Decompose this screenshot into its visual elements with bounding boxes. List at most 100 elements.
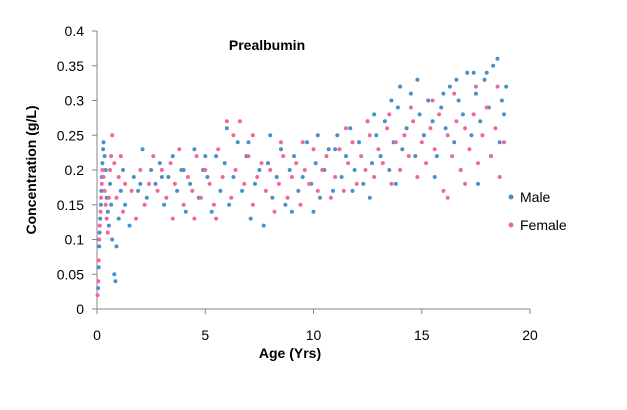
female-data-point — [476, 161, 480, 166]
female-data-point — [109, 154, 114, 159]
female-data-point — [372, 175, 377, 179]
male-data-point — [274, 175, 279, 179]
female-data-point — [393, 140, 398, 145]
male-data-point — [114, 244, 119, 249]
female-data-point — [121, 209, 125, 214]
female-data-point — [198, 195, 203, 200]
female-data-point — [281, 154, 286, 159]
female-data-point — [354, 181, 359, 186]
male-data-point — [476, 181, 480, 186]
male-data-point — [246, 140, 251, 145]
female-data-point — [259, 161, 264, 166]
female-data-point — [350, 140, 355, 145]
female-data-point — [116, 175, 121, 179]
female-data-point — [315, 188, 320, 193]
male-data-point — [99, 188, 104, 193]
female-data-point — [437, 112, 442, 117]
female-data-point — [484, 105, 489, 110]
female-data-point — [237, 119, 242, 124]
female-data-point — [493, 126, 498, 131]
male-data-point — [222, 161, 227, 166]
male-data-point — [108, 181, 112, 186]
female-data-point — [463, 181, 468, 186]
female-data-point — [359, 154, 364, 159]
male-data-point — [131, 175, 136, 179]
female-data-point — [104, 216, 109, 221]
female-data-point — [300, 140, 305, 145]
male-data-point — [339, 175, 344, 179]
male-data-point — [235, 140, 240, 145]
male-data-point — [283, 202, 288, 207]
male-data-point — [98, 202, 103, 207]
male-data-point — [101, 140, 106, 145]
male-data-point — [432, 175, 437, 179]
male-data-point — [335, 133, 340, 138]
female-data-point — [96, 279, 101, 284]
ticks: 0 0.05 0.1 0.15 0.2 0.25 0.3 0.35 0.4 0 5 10 15 20 — [57, 23, 538, 343]
female-data-point — [380, 161, 385, 166]
female-data-point — [134, 216, 138, 221]
male-data-point — [434, 154, 439, 159]
data-points — [95, 56, 509, 298]
female-data-point — [263, 188, 268, 193]
female-data-point — [294, 161, 299, 166]
male-legend-marker — [508, 194, 514, 200]
male-data-point — [404, 126, 409, 131]
female-data-point — [285, 195, 290, 200]
female-data-point — [224, 119, 229, 124]
female-data-point — [415, 175, 420, 179]
male-data-point — [248, 216, 253, 221]
female-data-point — [324, 154, 329, 159]
female-data-point — [489, 154, 493, 159]
male-data-point — [504, 84, 509, 89]
female-data-point — [463, 126, 468, 131]
male-data-point — [105, 209, 110, 214]
male-data-point — [127, 223, 132, 228]
male-data-point — [447, 84, 452, 89]
female-data-point — [142, 202, 147, 207]
female-data-point — [102, 188, 107, 193]
male-data-point — [270, 195, 275, 200]
female-data-point — [164, 195, 169, 200]
female-data-point — [103, 202, 108, 207]
male-data-point — [413, 154, 418, 159]
female-data-point — [231, 133, 236, 138]
female-data-point — [480, 133, 485, 138]
female-data-point — [341, 188, 346, 193]
male-data-point — [102, 154, 107, 159]
male-data-point — [100, 161, 105, 166]
female-data-point — [190, 188, 195, 193]
x-tick-label: 15 — [414, 327, 430, 343]
male-data-point — [289, 209, 294, 214]
male-data-point — [315, 133, 320, 138]
male-data-point — [348, 126, 353, 131]
female-data-point — [268, 168, 273, 172]
male-data-point — [482, 77, 487, 82]
female-data-point — [367, 133, 372, 138]
female-data-point — [214, 216, 219, 221]
male-data-point — [471, 70, 476, 75]
female-data-point — [138, 168, 143, 172]
x-tick-label: 10 — [306, 327, 322, 343]
female-data-point — [99, 181, 104, 186]
female-data-point — [177, 147, 182, 152]
female-data-point — [185, 175, 190, 179]
y-tick-label: 0.3 — [65, 93, 85, 109]
female-data-point — [328, 195, 333, 200]
male-data-point — [149, 168, 154, 172]
female-data-point — [307, 181, 312, 186]
male-data-point — [443, 126, 448, 131]
female-data-point — [168, 161, 173, 166]
male-data-point — [257, 168, 262, 172]
male-data-point — [415, 77, 420, 82]
female-data-point — [272, 209, 277, 214]
male-data-point — [393, 181, 398, 186]
female-data-point — [454, 119, 459, 124]
male-data-point — [395, 105, 400, 110]
female-data-point — [441, 188, 446, 193]
male-data-point — [400, 147, 405, 152]
female-data-point — [105, 230, 110, 235]
female-data-point — [408, 105, 413, 110]
female-data-point — [289, 175, 294, 179]
male-data-point — [268, 133, 273, 138]
